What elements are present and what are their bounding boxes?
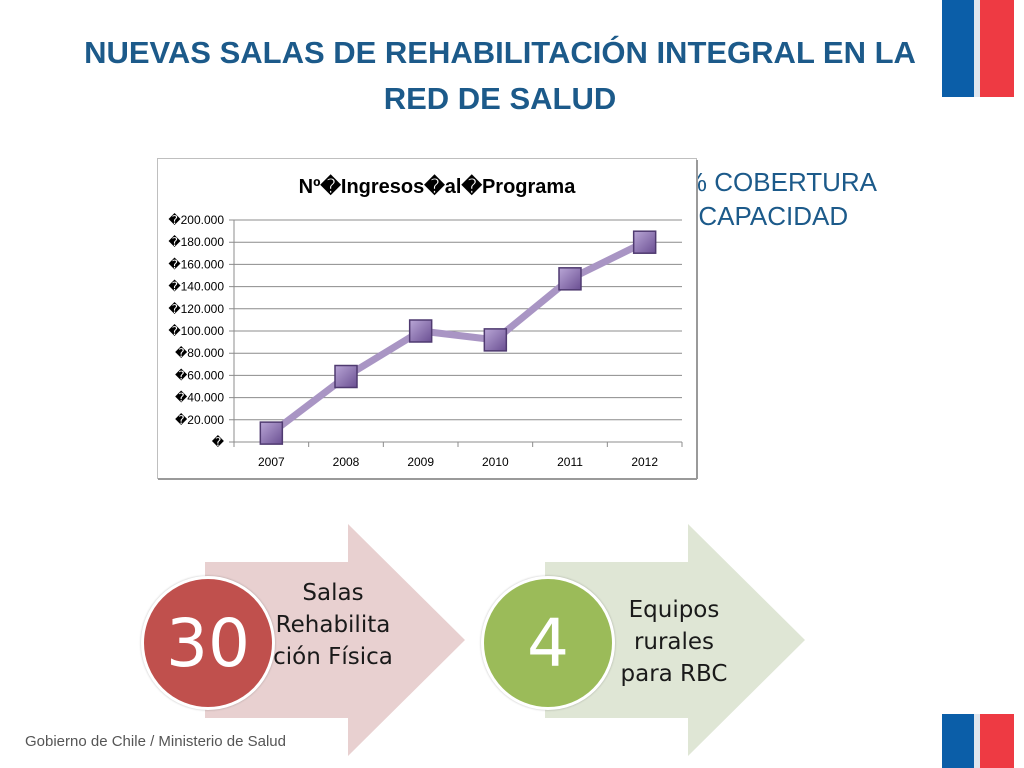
card-number: 30 bbox=[166, 604, 250, 682]
arrow-shape bbox=[205, 524, 465, 756]
x-tick-label: 2007 bbox=[258, 455, 285, 469]
card-number: 4 bbox=[527, 604, 569, 682]
flag-blue-stripe bbox=[942, 0, 974, 97]
x-tick-label: 2008 bbox=[333, 455, 360, 469]
y-tick-label: �200.000 bbox=[168, 213, 224, 227]
y-tick-label: �140.000 bbox=[168, 280, 224, 294]
flag-white-stripe bbox=[974, 714, 980, 768]
flag-blue-stripe bbox=[942, 714, 974, 768]
number-circle: 4 bbox=[481, 576, 615, 710]
chart-title: Nº�Ingresos�al�Programa bbox=[299, 174, 577, 198]
arrow-fill bbox=[205, 524, 465, 756]
y-tick-label: �20.000 bbox=[175, 413, 224, 427]
x-tick-label: 2010 bbox=[482, 455, 509, 469]
y-tick-label: �40.000 bbox=[175, 391, 224, 405]
admissions-line-chart: Nº�Ingresos�al�Programa � �20.000 �40.000 �… bbox=[157, 158, 698, 480]
flag-red-stripe bbox=[980, 0, 1014, 97]
card-label: Equipos rurales para RBC bbox=[620, 597, 728, 687]
number-circle: 30 bbox=[141, 576, 275, 710]
data-point-marker bbox=[558, 267, 582, 291]
x-tick-label: 2012 bbox=[631, 455, 658, 469]
y-tick-label: �160.000 bbox=[168, 257, 224, 271]
data-point-marker bbox=[483, 328, 508, 352]
y-tick-label: �60.000 bbox=[175, 368, 224, 382]
y-tick-label: � bbox=[212, 435, 225, 449]
data-point-marker bbox=[259, 421, 284, 445]
card-label: Salas Rehabilita ción Física bbox=[273, 580, 393, 670]
flag-logo-top bbox=[942, 0, 1014, 97]
footer-text: Gobierno de Chile / Ministerio de Salud bbox=[25, 733, 286, 750]
slide-title: NUEVAS SALAS DE REHABILITACIÓN INTEGRAL … bbox=[84, 35, 916, 116]
data-point-marker bbox=[408, 319, 433, 343]
data-point-marker bbox=[632, 230, 657, 254]
arrow-shape bbox=[545, 524, 805, 756]
flag-logo-bottom bbox=[942, 714, 1014, 768]
x-tick-label: 2011 bbox=[557, 455, 583, 469]
y-tick-label: �180.000 bbox=[168, 235, 224, 249]
chart-frame bbox=[157, 158, 697, 479]
x-tick-label: 2009 bbox=[407, 455, 434, 469]
y-tick-label: �120.000 bbox=[168, 302, 224, 316]
flag-red-stripe bbox=[980, 714, 1014, 768]
y-tick-label: �100.000 bbox=[168, 324, 224, 338]
data-point-marker bbox=[334, 364, 358, 389]
flag-white-stripe bbox=[974, 0, 980, 97]
y-tick-label: �80.000 bbox=[175, 346, 224, 360]
arrow-fill bbox=[545, 524, 805, 756]
series-line bbox=[269, 239, 647, 436]
